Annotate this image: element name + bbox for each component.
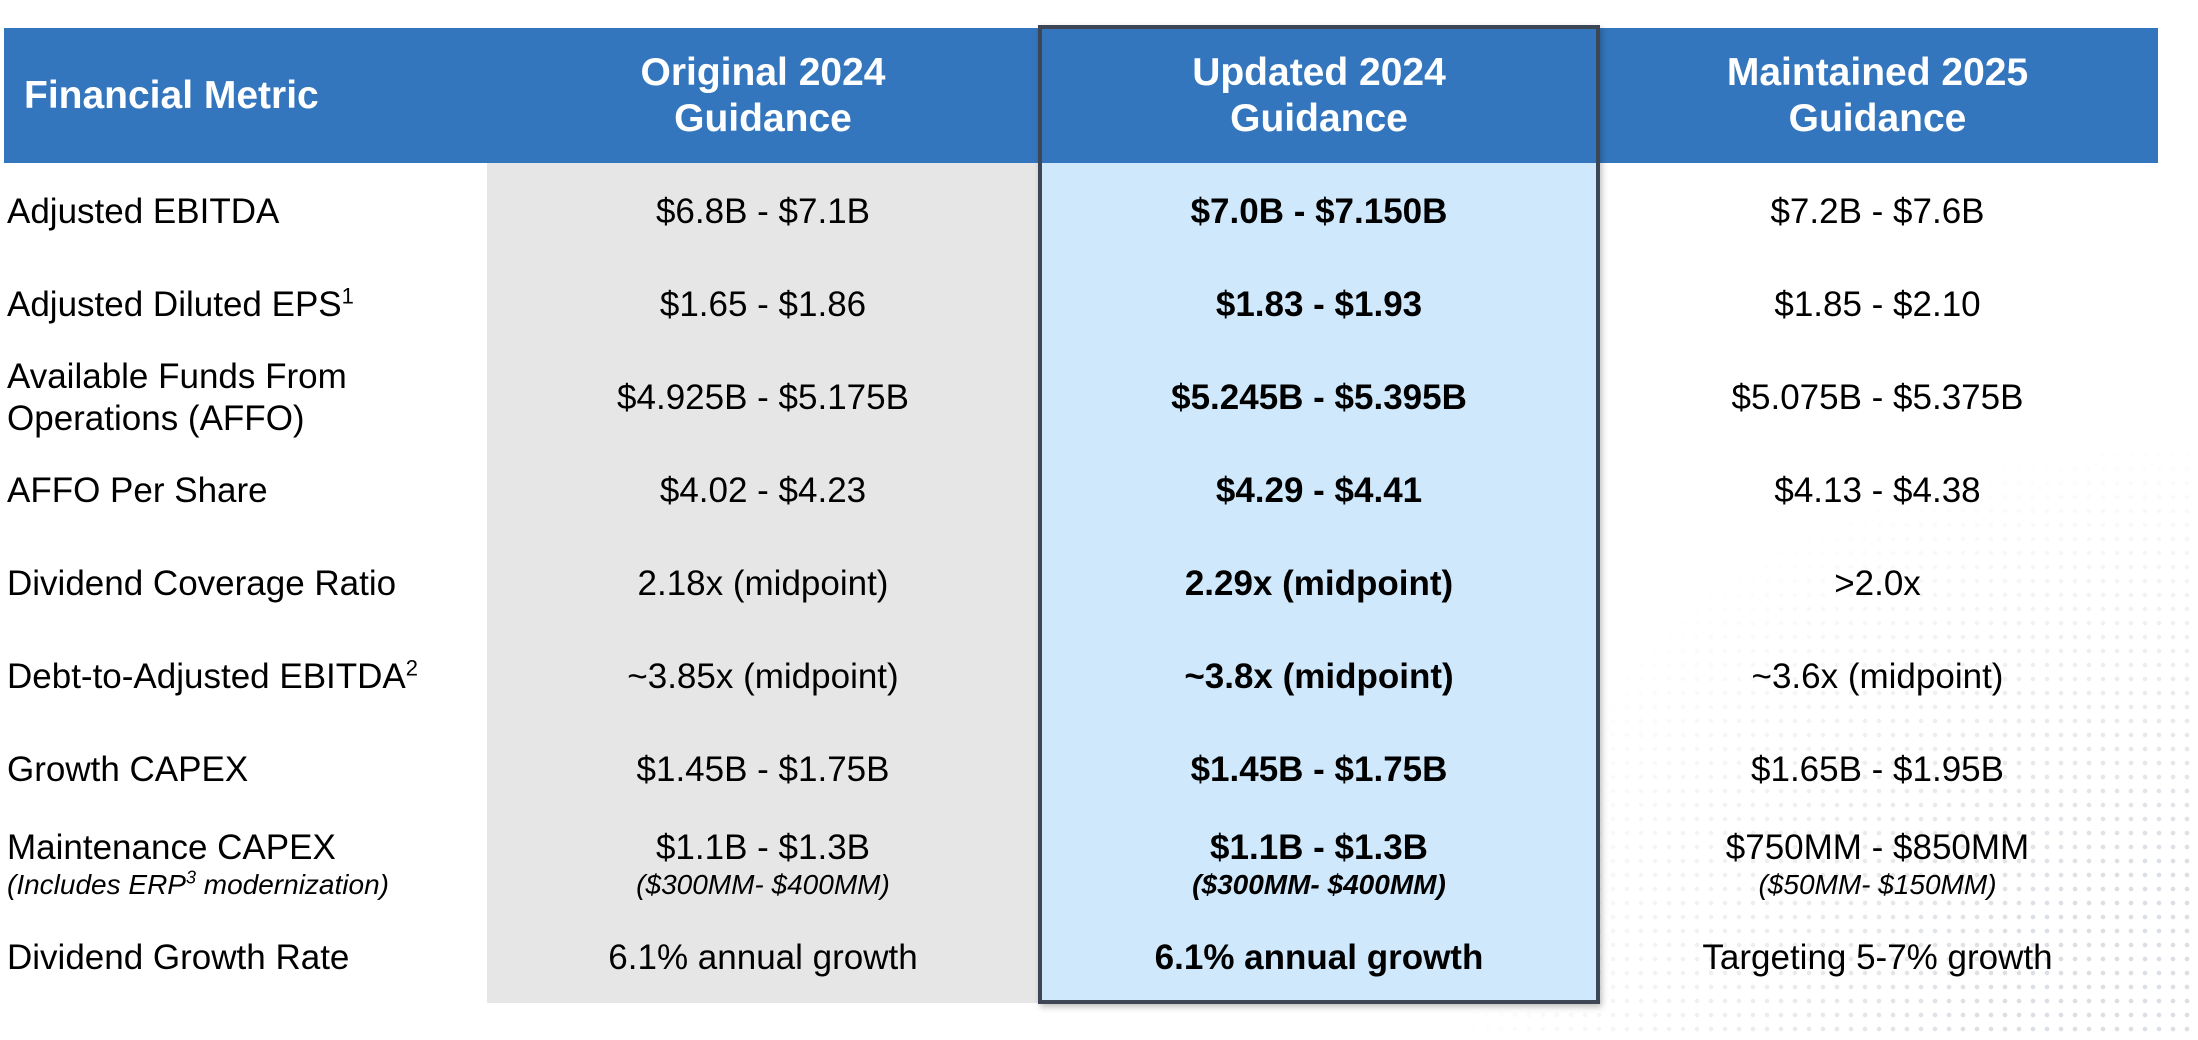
header-financial-metric: Financial Metric <box>24 73 319 117</box>
table-row: Adjusted Diluted EPS1 $1.65 - $1.86 $1.8… <box>0 258 2198 351</box>
metric-label: Adjusted Diluted EPS1 <box>7 282 354 324</box>
header-updated-2024: Updated 2024 Guidance <box>1192 50 1446 140</box>
original-value: $1.1B - $1.3B ($300MM- $400MM) <box>636 828 890 900</box>
table-row: AFFO Per Share $4.02 - $4.23 $4.29 - $4.… <box>0 444 2198 537</box>
table-row: Dividend Growth Rate 6.1% annual growth … <box>0 912 2198 1003</box>
table-row: Adjusted EBITDA $6.8B - $7.1B $7.0B - $7… <box>0 165 2198 258</box>
updated-value: 6.1% annual growth <box>1154 937 1484 977</box>
maintained-value: $5.075B - $5.375B <box>1731 377 2024 417</box>
original-value: $4.925B - $5.175B <box>617 377 909 417</box>
metric-label: Available Funds From Operations (AFFO) <box>7 356 347 438</box>
original-value: 6.1% annual growth <box>608 937 918 977</box>
maintained-value: ~3.6x (midpoint) <box>1751 656 2004 696</box>
updated-value: $4.29 - $4.41 <box>1215 470 1423 510</box>
updated-column-highlight <box>1041 163 1597 1001</box>
metric-label: Debt-to-Adjusted EBITDA2 <box>7 654 419 696</box>
maintained-value: $750MM - $850MM ($50MM- $150MM) <box>1725 828 2030 900</box>
metric-label: AFFO Per Share <box>7 470 268 510</box>
original-value: 2.18x (midpoint) <box>637 563 889 603</box>
updated-value: $7.0B - $7.150B <box>1190 191 1448 231</box>
maintained-value: $1.65B - $1.95B <box>1751 749 2004 789</box>
original-value: ~3.85x (midpoint) <box>627 656 899 696</box>
updated-value: ~3.8x (midpoint) <box>1184 656 1454 696</box>
original-value: $6.8B - $7.1B <box>655 191 871 231</box>
metric-label: Dividend Growth Rate <box>7 937 350 977</box>
table-row: Growth CAPEX $1.45B - $1.75B $1.45B - $1… <box>0 723 2198 816</box>
header-maintained-2025: Maintained 2025 Guidance <box>1726 50 2029 140</box>
table-row: Maintenance CAPEX (Includes ERP3 moderni… <box>0 816 2198 912</box>
metric-label: Dividend Coverage Ratio <box>7 563 397 603</box>
updated-value: 2.29x (midpoint) <box>1184 563 1454 603</box>
maintained-value: >2.0x <box>1834 563 1921 603</box>
original-column-background <box>487 163 1039 1003</box>
updated-value: $5.245B - $5.395B <box>1171 377 1467 417</box>
maintained-value: $1.85 - $2.10 <box>1774 284 1981 324</box>
table-row: Debt-to-Adjusted EBITDA2 ~3.85x (midpoin… <box>0 630 2198 723</box>
metric-label: Growth CAPEX <box>7 749 249 789</box>
updated-value: $1.45B - $1.75B <box>1190 749 1448 789</box>
maintained-value: $7.2B - $7.6B <box>1770 191 1985 231</box>
maintained-value: $4.13 - $4.38 <box>1774 470 1981 510</box>
table-row: Available Funds From Operations (AFFO) $4… <box>0 351 2198 444</box>
maintained-value: Targeting 5-7% growth <box>1702 937 2053 977</box>
original-value: $1.65 - $1.86 <box>659 284 867 324</box>
updated-value: $1.1B - $1.3B ($300MM- $400MM) <box>1192 828 1446 900</box>
metric-label: Adjusted EBITDA <box>7 191 280 231</box>
table-header-bar <box>4 28 2158 163</box>
original-value: $4.02 - $4.23 <box>659 470 867 510</box>
original-value: $1.45B - $1.75B <box>636 749 890 789</box>
header-original-2024: Original 2024 Guidance <box>640 50 886 140</box>
updated-value: $1.83 - $1.93 <box>1215 284 1423 324</box>
metric-label: Maintenance CAPEX (Includes ERP3 moderni… <box>7 828 389 900</box>
table-row: Dividend Coverage Ratio 2.18x (midpoint)… <box>0 537 2198 630</box>
